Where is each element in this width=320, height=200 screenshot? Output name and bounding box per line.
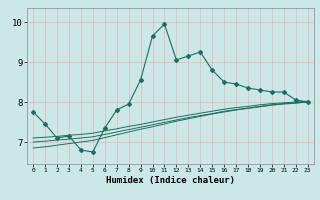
X-axis label: Humidex (Indice chaleur): Humidex (Indice chaleur) bbox=[106, 176, 235, 185]
